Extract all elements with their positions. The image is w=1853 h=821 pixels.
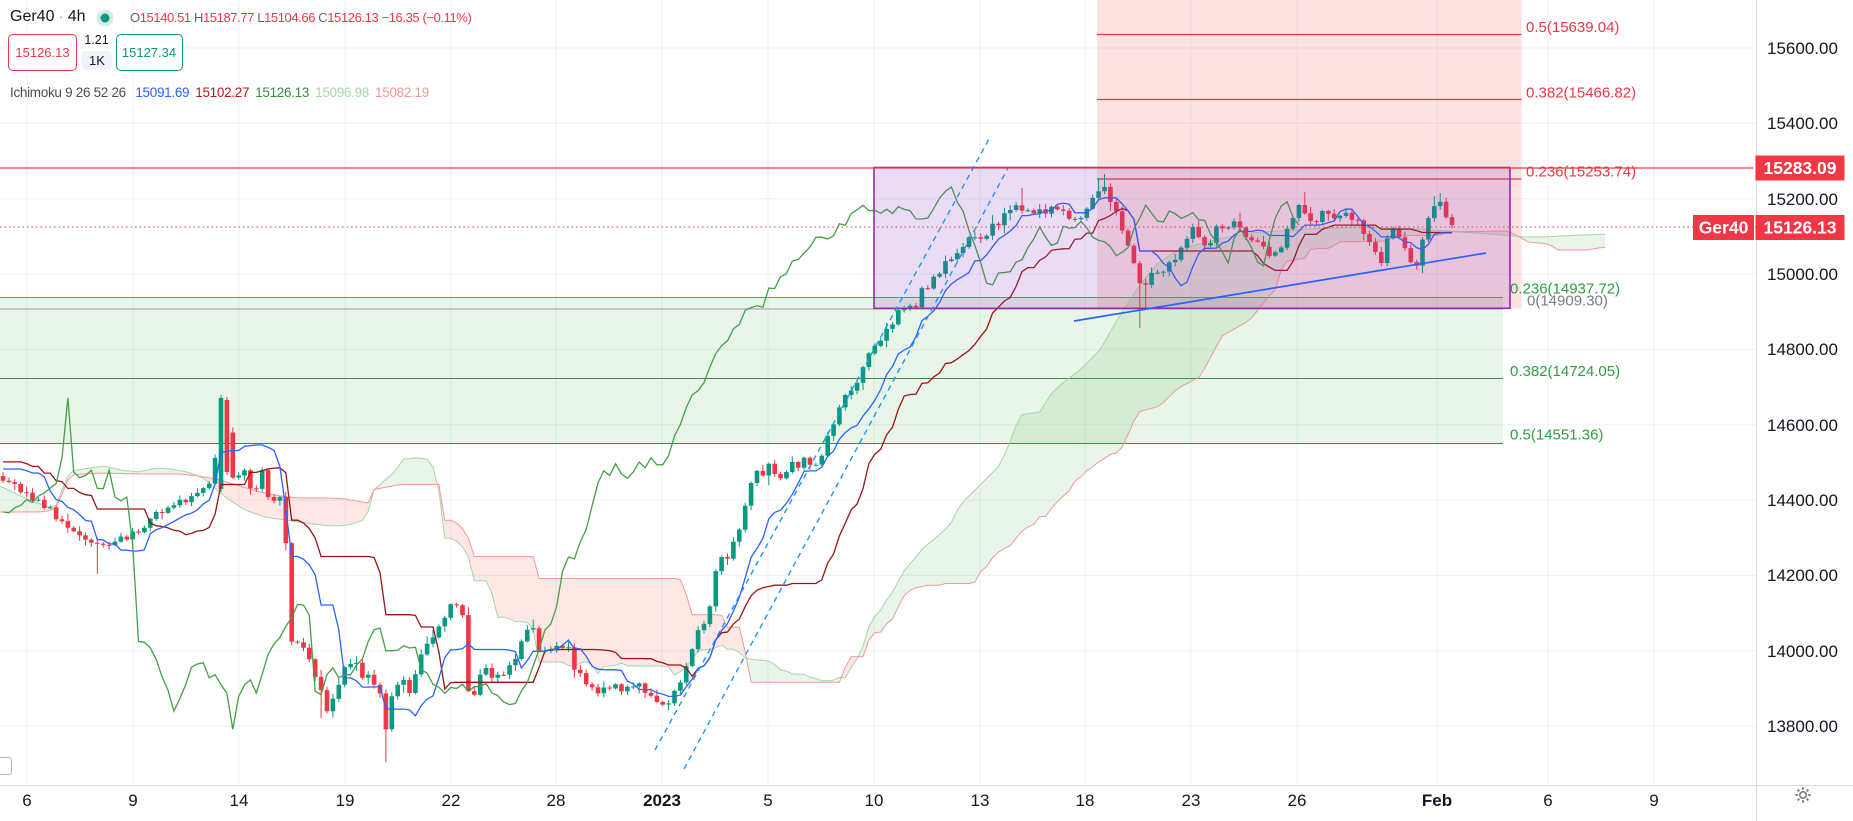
svg-text:9: 9 (1649, 791, 1658, 810)
svg-text:26: 26 (1288, 791, 1307, 810)
svg-text:6: 6 (22, 791, 31, 810)
svg-text:28: 28 (547, 791, 566, 810)
svg-text:0.382(14724.05): 0.382(14724.05) (1510, 363, 1620, 380)
svg-text:Feb: Feb (1422, 791, 1452, 810)
svg-text:0.5(14551.36): 0.5(14551.36) (1510, 427, 1603, 444)
svg-text:22: 22 (442, 791, 461, 810)
svg-text:19: 19 (336, 791, 355, 810)
svg-text:0.236(15253.74): 0.236(15253.74) (1526, 164, 1636, 181)
svg-text:15000.00: 15000.00 (1767, 265, 1838, 284)
svg-text:15126.13: 15126.13 (1764, 218, 1837, 238)
svg-text:14: 14 (230, 791, 249, 810)
svg-text:0(14909.30): 0(14909.30) (1527, 293, 1608, 310)
svg-text:14000.00: 14000.00 (1767, 642, 1838, 661)
svg-text:14400.00: 14400.00 (1767, 491, 1838, 510)
svg-text:10: 10 (865, 791, 884, 810)
svg-text:0.236(14937.72): 0.236(14937.72) (1510, 281, 1620, 298)
svg-text:23: 23 (1182, 791, 1201, 810)
svg-text:0.5(15639.04): 0.5(15639.04) (1526, 19, 1619, 36)
svg-text:0.382(15466.82): 0.382(15466.82) (1526, 85, 1636, 102)
svg-text:14800.00: 14800.00 (1767, 340, 1838, 359)
svg-text:5: 5 (763, 791, 772, 810)
svg-text:13: 13 (971, 791, 990, 810)
svg-text:Ger40: Ger40 (1699, 218, 1749, 238)
svg-text:15600.00: 15600.00 (1767, 39, 1838, 58)
svg-text:9: 9 (128, 791, 137, 810)
svg-text:6: 6 (1543, 791, 1552, 810)
svg-text:14600.00: 14600.00 (1767, 416, 1838, 435)
svg-text:15200.00: 15200.00 (1767, 190, 1838, 209)
svg-text:15283.09: 15283.09 (1764, 158, 1837, 178)
svg-text:13800.00: 13800.00 (1767, 717, 1838, 736)
svg-text:14200.00: 14200.00 (1767, 566, 1838, 585)
svg-text:15400.00: 15400.00 (1767, 114, 1838, 133)
svg-text:2023: 2023 (643, 791, 681, 810)
svg-text:18: 18 (1076, 791, 1095, 810)
